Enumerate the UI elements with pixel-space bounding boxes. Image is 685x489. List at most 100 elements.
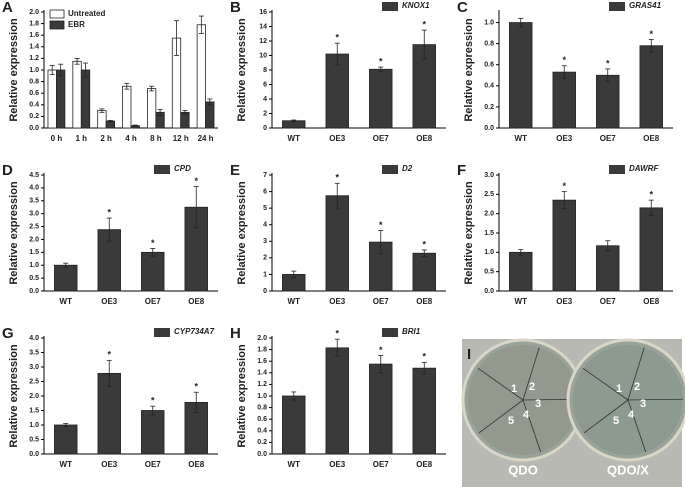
significance-mark: * <box>606 58 610 68</box>
error-bar <box>334 42 340 66</box>
y-tick-label: 2.0 <box>29 393 39 400</box>
error-bar <box>83 62 89 78</box>
x-tick-label: OE8 <box>416 297 433 306</box>
error-bar <box>561 191 567 210</box>
bar <box>141 410 165 455</box>
legend-swatch <box>154 328 170 337</box>
y-tick-label: 2.5 <box>484 191 494 198</box>
x-tick-label: WT <box>288 134 301 143</box>
bar <box>639 45 663 129</box>
panel-letter: A <box>2 0 13 16</box>
sector-label: 1 <box>616 383 622 395</box>
plate-caption: QDO/X <box>607 462 649 477</box>
y-tick-label: 0 <box>263 125 267 132</box>
significance-mark: * <box>194 176 198 186</box>
x-tick-label: OE8 <box>416 134 433 143</box>
y-tick-label: 0.0 <box>484 288 494 295</box>
legend-label: GRAS41 <box>629 1 662 10</box>
y-tick-label: 1 <box>263 271 267 278</box>
y-tick-label: 1.4 <box>29 44 39 51</box>
panel-letter: D <box>2 162 13 179</box>
x-tick-label: OE3 <box>329 460 346 469</box>
x-tick-label: OE8 <box>643 134 660 143</box>
y-tick-label: 0.4 <box>29 102 39 109</box>
y-tick-label: 3.5 <box>29 349 39 356</box>
error-bar <box>378 66 384 72</box>
legend-swatch <box>154 165 170 174</box>
y-axis-label: Relative expression <box>8 181 20 285</box>
error-bar <box>291 391 297 401</box>
legend-label: CYP734A7 <box>174 327 215 336</box>
y-tick-label: 0.8 <box>484 40 494 47</box>
legend-swatch <box>49 9 65 19</box>
bar <box>205 101 215 129</box>
y-tick-label: 2.0 <box>29 9 39 16</box>
y-tick-label: 1.8 <box>29 20 39 27</box>
bar <box>141 251 165 292</box>
y-tick-label: 1.4 <box>257 370 267 377</box>
error-bar <box>74 58 80 65</box>
y-tick-label: 3.0 <box>29 364 39 371</box>
y-tick-label: 0.2 <box>29 113 39 120</box>
significance-mark: * <box>649 29 653 39</box>
significance-mark: * <box>379 345 383 355</box>
error-bar <box>150 248 156 257</box>
legend-label: EBR <box>68 20 85 29</box>
bar <box>552 71 576 129</box>
y-tick-label: 0.5 <box>29 436 39 443</box>
x-tick-label: WT <box>288 297 301 306</box>
legend-label: DAWRF <box>629 164 659 173</box>
sector-line <box>522 399 542 453</box>
y-tick-label: 0.5 <box>484 269 494 276</box>
y-tick-label: 0.0 <box>484 125 494 132</box>
y-tick-label: 3 <box>263 238 267 245</box>
sector-label: 5 <box>613 415 619 427</box>
y-axis-label: Relative expression <box>236 181 248 285</box>
x-tick-label: OE3 <box>101 297 118 306</box>
legend-swatch <box>609 2 625 11</box>
error-bar <box>99 108 105 113</box>
x-tick-label: OE3 <box>556 297 573 306</box>
sector-line <box>478 399 524 434</box>
error-bar <box>106 217 112 242</box>
y-axis-label: Relative expression <box>8 344 20 448</box>
y-tick-label: 0.0 <box>29 288 39 295</box>
panel-letter: G <box>2 325 14 342</box>
error-bar <box>421 361 427 375</box>
legend-swatch <box>382 165 398 174</box>
x-tick-label: WT <box>60 297 73 306</box>
y-tick-label: 0.8 <box>29 78 39 85</box>
y-tick-label: 4.0 <box>29 335 39 342</box>
y-tick-label: 0.6 <box>29 90 39 97</box>
x-tick-label: WT <box>288 460 301 469</box>
y-tick-label: 4 <box>263 96 267 103</box>
error-bar <box>421 249 427 257</box>
y-tick-label: 0.4 <box>484 83 494 90</box>
x-tick-label: 8 h <box>150 134 162 143</box>
x-tick-label: OE8 <box>188 460 205 469</box>
x-tick-label: OE3 <box>101 460 118 469</box>
legend-swatch <box>382 2 398 11</box>
bar <box>325 195 349 292</box>
bar <box>105 120 115 129</box>
y-tick-label: 1.0 <box>257 393 267 400</box>
significance-mark: * <box>649 190 653 200</box>
error-bar <box>63 262 69 268</box>
bar <box>282 395 306 455</box>
panel-letter: E <box>230 162 240 179</box>
legend-swatch <box>49 20 65 30</box>
y-tick-label: 1.2 <box>257 381 267 388</box>
x-tick-label: OE7 <box>373 134 390 143</box>
panel-letter: F <box>457 162 466 179</box>
sector-label: 5 <box>508 415 514 427</box>
error-bar <box>421 29 427 60</box>
bar <box>54 424 78 455</box>
x-tick-label: OE8 <box>643 297 660 306</box>
y-axis-label: Relative expression <box>463 18 475 122</box>
x-tick-label: OE7 <box>145 297 162 306</box>
y-tick-label: 1.8 <box>257 346 267 353</box>
x-tick-label: OE3 <box>329 297 346 306</box>
y-axis-label: Relative expression <box>236 344 248 448</box>
x-tick-label: OE3 <box>556 134 573 143</box>
significance-mark: * <box>562 55 566 65</box>
